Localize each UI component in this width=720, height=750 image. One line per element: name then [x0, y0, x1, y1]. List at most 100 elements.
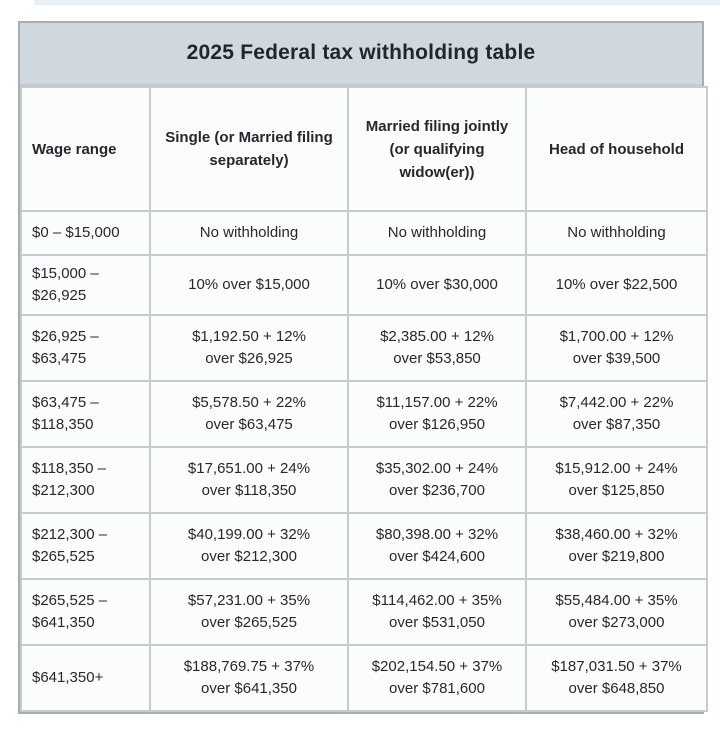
- cell-single: $17,651.00 + 24% over $118,350: [149, 446, 349, 514]
- cell-line-1: $118,350 –: [32, 460, 106, 477]
- tax-withholding-table: Wage range Single (or Married filing sep…: [20, 86, 708, 712]
- table-row: $212,300 – $265,525 $40,199.00 + 32% over …: [20, 512, 708, 580]
- cell-head-of-household: No withholding: [525, 210, 708, 256]
- cell-line-2: $118,350: [32, 416, 94, 433]
- cell-line-1: No withholding: [567, 224, 666, 241]
- cell-line-2: over $531,050: [389, 614, 485, 631]
- cell-single: $188,769.75 + 37% over $641,350: [149, 644, 349, 712]
- cell-wage-range: $212,300 – $265,525: [20, 512, 151, 580]
- cell-wage-range: $63,475 – $118,350: [20, 380, 151, 448]
- cell-wage-range: $641,350+: [20, 644, 151, 712]
- cell-line-2: over $648,850: [568, 680, 665, 697]
- cell-line-1: $0 – $15,000: [32, 224, 120, 241]
- cell-line-1: $40,199.00 + 32%: [187, 526, 311, 543]
- cell-line-1: $265,525 –: [32, 592, 108, 609]
- cell-line-1: No withholding: [199, 224, 299, 241]
- cell-line-2: over $39,500: [572, 350, 661, 367]
- cell-married-jointly: $35,302.00 + 24% over $236,700: [347, 446, 527, 514]
- cell-line-2: $26,925: [32, 287, 87, 304]
- cell-line-1: $212,300 –: [32, 526, 108, 543]
- cell-married-jointly: $202,154.50 + 37% over $781,600: [347, 644, 527, 712]
- cell-head-of-household: $187,031.50 + 37% over $648,850: [525, 644, 708, 712]
- cell-line-1: 10% over $15,000: [188, 276, 310, 293]
- cell-line-2: $265,525: [32, 548, 95, 565]
- cell-line-2: over $126,950: [389, 416, 485, 433]
- cell-single: $5,578.50 + 22% over $63,475: [149, 380, 349, 448]
- cell-line-2: over $236,700: [389, 482, 485, 499]
- cell-line-2: over $212,300: [201, 548, 297, 565]
- cell-line-1: $187,031.50 + 37%: [551, 658, 682, 675]
- cell-line-2: $212,300: [32, 482, 95, 499]
- cell-line-1: $7,442.00 + 22%: [559, 394, 674, 411]
- cell-line-1: $1,192.50 + 12%: [192, 328, 306, 345]
- cell-married-jointly: $114,462.00 + 35% over $531,050: [347, 578, 527, 646]
- cell-line-1: $15,000 –: [32, 265, 99, 282]
- top-edge-artifact: [34, 0, 720, 5]
- cell-line-1: $114,462.00 + 35%: [372, 592, 502, 609]
- cell-line-1: $57,231.00 + 35%: [187, 592, 311, 609]
- cell-single: $57,231.00 + 35% over $265,525: [149, 578, 349, 646]
- cell-line-2: $63,475: [32, 350, 87, 367]
- cell-married-jointly: $2,385.00 + 12% over $53,850: [347, 314, 527, 382]
- cell-line-1: $202,154.50 + 37%: [371, 658, 503, 675]
- cell-line-1: $80,398.00 + 32%: [375, 526, 499, 543]
- cell-line-1: $63,475 –: [32, 394, 99, 411]
- cell-line-1: $5,578.50 + 22%: [192, 394, 306, 411]
- cell-single: $1,192.50 + 12% over $26,925: [149, 314, 349, 382]
- table-row: $15,000 – $26,925 10% over $15,000 10% ov…: [20, 254, 708, 316]
- table-row: $265,525 – $641,350 $57,231.00 + 35% over …: [20, 578, 708, 646]
- cell-married-jointly: $80,398.00 + 32% over $424,600: [347, 512, 527, 580]
- cell-head-of-household: $15,912.00 + 24% over $125,850: [525, 446, 708, 514]
- cell-single: No withholding: [149, 210, 349, 256]
- cell-line-2: over $641,350: [201, 680, 297, 697]
- header-row: Wage range Single (or Married filing sep…: [20, 86, 708, 212]
- cell-line-2: over $63,475: [205, 416, 293, 433]
- cell-line-1: $2,385.00 + 12%: [380, 328, 494, 345]
- col-header-single: Single (or Married filing separately): [149, 86, 349, 212]
- cell-line-1: $26,925 –: [32, 328, 99, 345]
- cell-line-1: $35,302.00 + 24%: [375, 460, 499, 477]
- cell-line-1: $15,912.00 + 24%: [555, 460, 678, 477]
- cell-head-of-household: $38,460.00 + 32% over $219,800: [525, 512, 708, 580]
- cell-married-jointly: 10% over $30,000: [347, 254, 527, 316]
- cell-line-1: 10% over $22,500: [555, 276, 678, 293]
- col-header-head-of-household: Head of household: [525, 86, 708, 212]
- cell-line-1: $1,700.00 + 12%: [559, 328, 674, 345]
- cell-line-2: over $87,350: [572, 416, 661, 433]
- table-row: $0 – $15,000 No withholding No withholdi…: [20, 210, 708, 256]
- cell-line-2: over $26,925: [205, 350, 293, 367]
- cell-married-jointly: $11,157.00 + 22% over $126,950: [347, 380, 527, 448]
- cell-line-2: over $118,350: [201, 482, 297, 499]
- cell-married-jointly: No withholding: [347, 210, 527, 256]
- table-row: $63,475 – $118,350 $5,578.50 + 22% over $6…: [20, 380, 708, 448]
- cell-line-1: $38,460.00 + 32%: [555, 526, 678, 543]
- cell-wage-range: $265,525 – $641,350: [20, 578, 151, 646]
- table-title: 2025 Federal tax withholding table: [20, 23, 702, 86]
- col-header-married-jointly: Married filing jointly (or qualifying wi…: [347, 86, 527, 212]
- cell-line-1: $641,350+: [32, 669, 104, 686]
- cell-head-of-household: $7,442.00 + 22% over $87,350: [525, 380, 708, 448]
- cell-line-2: over $125,850: [568, 482, 665, 499]
- cell-single: 10% over $15,000: [149, 254, 349, 316]
- cell-line-1: No withholding: [387, 224, 487, 241]
- cell-wage-range: $118,350 – $212,300: [20, 446, 151, 514]
- cell-wage-range: $26,925 – $63,475: [20, 314, 151, 382]
- cell-wage-range: $15,000 – $26,925: [20, 254, 151, 316]
- table-row: $118,350 – $212,300 $17,651.00 + 24% over …: [20, 446, 708, 514]
- cell-line-1: $11,157.00 + 22%: [376, 394, 498, 411]
- cell-line-1: $17,651.00 + 24%: [187, 460, 311, 477]
- cell-line-2: $641,350: [32, 614, 95, 631]
- cell-head-of-household: $55,484.00 + 35% over $273,000: [525, 578, 708, 646]
- cell-line-2: over $424,600: [389, 548, 485, 565]
- cell-single: $40,199.00 + 32% over $212,300: [149, 512, 349, 580]
- cell-line-2: over $53,850: [393, 350, 481, 367]
- cell-head-of-household: $1,700.00 + 12% over $39,500: [525, 314, 708, 382]
- cell-wage-range: $0 – $15,000: [20, 210, 151, 256]
- cell-line-2: over $219,800: [568, 548, 665, 565]
- cell-line-1: $55,484.00 + 35%: [555, 592, 678, 609]
- cell-line-2: over $781,600: [389, 680, 485, 697]
- cell-head-of-household: 10% over $22,500: [525, 254, 708, 316]
- tax-table-card: 2025 Federal tax withholding table Wage …: [18, 21, 708, 714]
- cell-line-1: $188,769.75 + 37%: [183, 658, 315, 675]
- cell-line-2: over $265,525: [201, 614, 297, 631]
